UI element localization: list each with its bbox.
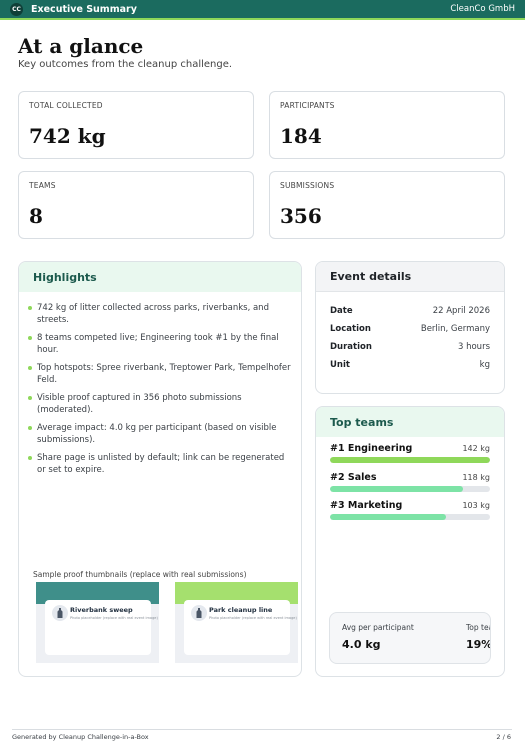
detail-key: Date xyxy=(330,306,353,316)
thumbnail-subtitle: Photo placeholder (replace with real eve… xyxy=(70,616,158,620)
list-item: Average impact: 4.0 kg per participant (… xyxy=(27,422,291,446)
kpi-label: TOTAL COLLECTED xyxy=(29,101,103,110)
team-name: #3 Marketing xyxy=(330,500,403,511)
detail-key: Duration xyxy=(330,342,372,352)
team-total: 118 kg xyxy=(462,473,490,482)
kpi-submissions: SUBMISSIONS 356 xyxy=(269,171,505,239)
list-item: Share page is unlisted by default; link … xyxy=(27,452,291,476)
detail-value: 3 hours xyxy=(457,342,490,352)
detail-key: Location xyxy=(330,324,371,334)
team-row: #3 Marketing 103 kg xyxy=(330,500,490,520)
kpi-total-collected: TOTAL COLLECTED 742 kg xyxy=(18,91,254,159)
detail-value: kg xyxy=(479,360,490,370)
thumbnails-caption: Sample proof thumbnails (replace with re… xyxy=(33,570,247,579)
kpi-value: 8 xyxy=(29,204,43,228)
detail-key: Unit xyxy=(330,360,350,370)
logo-text: CC xyxy=(12,5,21,13)
detail-row-duration: Duration 3 hours xyxy=(330,342,490,352)
thumbnail-band xyxy=(36,582,159,604)
stat-value: 4.0 kg xyxy=(342,638,381,651)
top-teams-title: Top teams xyxy=(316,407,504,437)
highlights-card: Highlights 742 kg of litter collected ac… xyxy=(18,261,302,677)
team-bar-fill xyxy=(330,486,463,492)
team-bar-track xyxy=(330,514,490,520)
proof-thumbnail: Riverbank sweep Photo placeholder (repla… xyxy=(36,582,159,663)
kpi-value: 184 xyxy=(280,124,322,148)
list-item: 8 teams competed live; Engineering took … xyxy=(27,332,291,356)
team-bar-track xyxy=(330,486,490,492)
event-details-title: Event details xyxy=(316,262,504,292)
detail-value: Berlin, Germany xyxy=(420,324,490,334)
stat-value: 19% xyxy=(466,638,491,651)
team-bar-fill xyxy=(330,514,446,520)
kpi-value: 356 xyxy=(280,204,322,228)
highlights-list: 742 kg of litter collected across parks,… xyxy=(27,302,291,482)
proof-thumbnail: Park cleanup line Photo placeholder (rep… xyxy=(175,582,298,663)
thumbnail-title: Riverbank sweep xyxy=(70,606,133,614)
list-item: 742 kg of litter collected across parks,… xyxy=(27,302,291,326)
kpi-teams: TEAMS 8 xyxy=(18,171,254,239)
company-name: CleanCo GmbH xyxy=(450,4,515,14)
thumbnail-card: Riverbank sweep Photo placeholder (repla… xyxy=(45,600,158,655)
page-number: 2 / 6 xyxy=(496,733,511,741)
stat-avg-per-participant: Avg per participant 4.0 kg xyxy=(342,623,414,651)
team-total: 103 kg xyxy=(462,501,490,510)
list-item: Visible proof captured in 356 photo subm… xyxy=(27,392,291,416)
list-item: Top hotspots: Spree riverbank, Treptower… xyxy=(27,362,291,386)
kpi-label: PARTICIPANTS xyxy=(280,101,335,110)
stat-label: Top team share xyxy=(466,623,490,632)
kpi-participants: PARTICIPANTS 184 xyxy=(269,91,505,159)
team-row: #1 Engineering 142 kg xyxy=(330,443,490,463)
team-name: #1 Engineering xyxy=(330,443,413,454)
document-label: Executive Summary xyxy=(31,3,137,15)
team-stats-panel: Avg per participant 4.0 kg Top team shar… xyxy=(329,612,491,664)
detail-value: 22 April 2026 xyxy=(432,306,490,316)
header-bar: CC Executive Summary CleanCo GmbH xyxy=(0,0,525,20)
thumbnail-subtitle: Photo placeholder (replace with real eve… xyxy=(209,616,297,620)
kpi-label: SUBMISSIONS xyxy=(280,181,335,190)
top-teams-card: Top teams #1 Engineering 142 kg #2 Sales… xyxy=(315,406,505,677)
page-title: At a glance xyxy=(18,34,144,58)
event-details-card: Event details Date 22 April 2026 Locatio… xyxy=(315,261,505,394)
bottle-icon xyxy=(191,605,207,621)
kpi-value: 742 kg xyxy=(29,124,106,148)
stat-label: Avg per participant xyxy=(342,623,414,632)
team-row: #2 Sales 118 kg xyxy=(330,472,490,492)
team-name: #2 Sales xyxy=(330,472,377,483)
kpi-label: TEAMS xyxy=(29,181,56,190)
detail-row-location: Location Berlin, Germany xyxy=(330,324,490,334)
detail-row-unit: Unit kg xyxy=(330,360,490,370)
highlights-title: Highlights xyxy=(19,262,301,292)
team-total: 142 kg xyxy=(462,444,490,453)
bottle-icon xyxy=(52,605,68,621)
footer-credit: Generated by Cleanup Challenge-in-a-Box xyxy=(12,733,149,741)
team-bar-fill xyxy=(330,457,490,463)
page-subtitle: Key outcomes from the cleanup challenge. xyxy=(18,59,233,70)
thumbnail-card: Park cleanup line Photo placeholder (rep… xyxy=(184,600,297,655)
detail-row-date: Date 22 April 2026 xyxy=(330,306,490,316)
thumbnail-band xyxy=(175,582,298,604)
footer-divider xyxy=(12,729,512,730)
team-bar-track xyxy=(330,457,490,463)
company-logo: CC xyxy=(10,2,23,16)
stat-top-team-share: Top team share 19% xyxy=(466,623,491,651)
thumbnail-title: Park cleanup line xyxy=(209,606,273,614)
